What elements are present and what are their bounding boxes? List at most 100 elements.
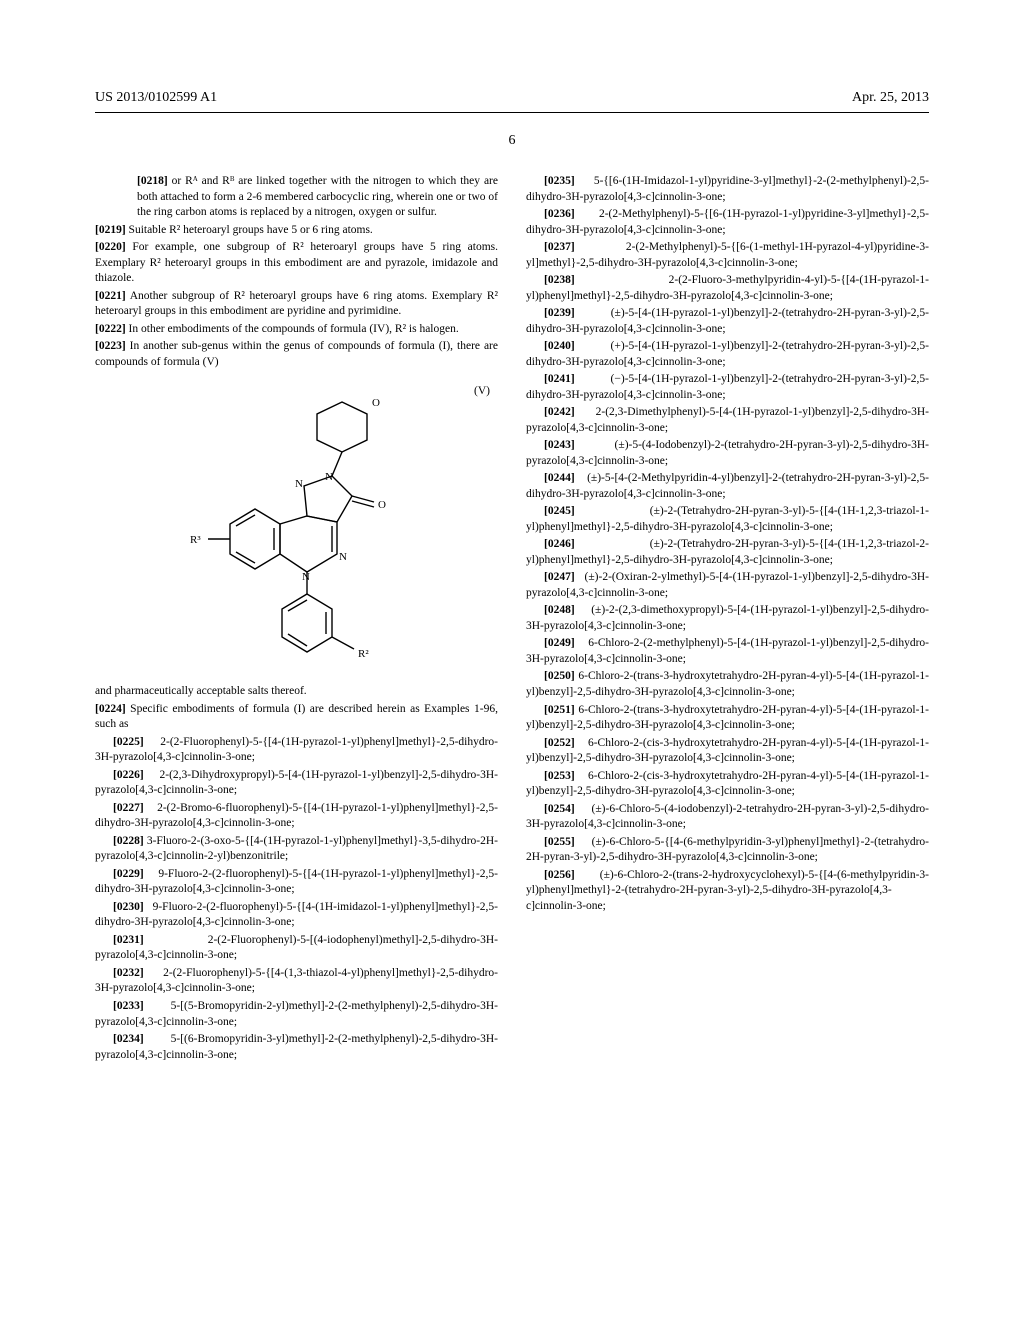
- para-num: [0248]: [544, 604, 575, 616]
- para-text: (±)-2-(2,3-dimethoxypropyl)-5-[4-(1H-pyr…: [526, 604, 929, 632]
- para-text: (±)-2-(Tetrahydro-2H-pyran-3-yl)-5-{[4-(…: [526, 538, 929, 566]
- para-0254: [0254] (±)-6-Chloro-5-(4-iodobenzyl)-2-t…: [526, 802, 929, 833]
- para-num: [0228]: [113, 835, 144, 847]
- para-0222: [0222] In other embodiments of the compo…: [95, 322, 498, 338]
- para-text: 2-(2-Bromo-6-fluorophenyl)-5-{[4-(1H-pyr…: [95, 802, 498, 830]
- header: US 2013/0102599 A1 Apr. 25, 2013: [0, 0, 1024, 106]
- para-0229: [0229] 9-Fluoro-2-(2-fluorophenyl)-5-{[4…: [95, 867, 498, 898]
- para-num: [0253]: [544, 770, 575, 782]
- para-text: 6-Chloro-2-(trans-3-hydroxytetrahydro-2H…: [526, 670, 929, 698]
- label-r2: R²: [358, 648, 369, 660]
- para-0248: [0248] (±)-2-(2,3-dimethoxypropyl)-5-[4-…: [526, 603, 929, 634]
- para-text: (±)-2-(Tetrahydro-2H-pyran-3-yl)-5-{[4-(…: [526, 505, 929, 533]
- label-n: N: [302, 571, 310, 583]
- para-text: Another subgroup of R² heteroaryl groups…: [95, 290, 498, 318]
- para-num: [0219]: [95, 224, 126, 236]
- para-num: [0237]: [544, 241, 575, 253]
- para-0220: [0220] For example, one subgroup of R² h…: [95, 240, 498, 287]
- para-text: 3-Fluoro-2-(3-oxo-5-{[4-(1H-pyrazol-1-yl…: [95, 835, 498, 863]
- para-text: 6-Chloro-2-(2-methylphenyl)-5-[4-(1H-pyr…: [526, 637, 929, 665]
- label-o-ketone: O: [378, 499, 386, 511]
- para-0244: [0244] (±)-5-[4-(2-Methylpyridin-4-yl)be…: [526, 471, 929, 502]
- para-text: 2-(2-Methylphenyl)-5-{[6-(1H-pyrazol-1-y…: [526, 208, 929, 236]
- para-0250: [0250] 6-Chloro-2-(trans-3-hydroxytetrah…: [526, 669, 929, 700]
- label-o-top: O: [372, 397, 380, 409]
- para-num: [0226]: [113, 769, 144, 781]
- para-num: [0233]: [113, 1000, 144, 1012]
- chemical-structure-icon: O O N N N N R³ R²: [182, 384, 412, 674]
- para-text: (±)-6-Chloro-5-{[4-(6-methylpyridin-3-yl…: [526, 836, 929, 864]
- para-num: [0223]: [95, 340, 126, 352]
- header-rule: [95, 112, 929, 113]
- para-0227: [0227] 2-(2-Bromo-6-fluorophenyl)-5-{[4-…: [95, 801, 498, 832]
- para-0247: [0247] (±)-2-(Oxiran-2-ylmethyl)-5-[4-(1…: [526, 570, 929, 601]
- para-text: 6-Chloro-2-(trans-3-hydroxytetrahydro-2H…: [526, 704, 929, 732]
- para-0255: [0255] (±)-6-Chloro-5-{[4-(6-methylpyrid…: [526, 835, 929, 866]
- para-num: [0256]: [544, 869, 575, 881]
- para-num: [0224]: [95, 703, 126, 715]
- para-num: [0222]: [95, 323, 126, 335]
- para-0256: [0256] (±)-6-Chloro-2-(trans-2-hydroxycy…: [526, 868, 929, 915]
- para-0226: [0226] 2-(2,3-Dihydroxypropyl)-5-[4-(1H-…: [95, 768, 498, 799]
- para-num: [0236]: [544, 208, 575, 220]
- para-num: [0231]: [113, 934, 144, 946]
- para-num: [0234]: [113, 1033, 144, 1045]
- two-column-body: [0218] or Rᴬ and Rᴮ are linked together …: [0, 149, 1024, 1065]
- para-text: (±)-2-(Oxiran-2-ylmethyl)-5-[4-(1H-pyraz…: [526, 571, 929, 599]
- para-num: [0218]: [137, 175, 168, 187]
- para-0238: [0238] 2-(2-Fluoro-3-methylpyridin-4-yl)…: [526, 273, 929, 304]
- para-0253: [0253] 6-Chloro-2-(cis-3-hydroxytetrahyd…: [526, 769, 929, 800]
- para-num: [0229]: [113, 868, 144, 880]
- para-text: 2-(2-Fluorophenyl)-5-[(4-iodophenyl)meth…: [95, 934, 498, 962]
- para-0246: [0246] (±)-2-(Tetrahydro-2H-pyran-3-yl)-…: [526, 537, 929, 568]
- patent-number: US 2013/0102599 A1: [95, 90, 217, 106]
- post-formula-line: and pharmaceutically acceptable salts th…: [95, 684, 498, 700]
- para-0245: [0245] (±)-2-(Tetrahydro-2H-pyran-3-yl)-…: [526, 504, 929, 535]
- para-num: [0244]: [544, 472, 575, 484]
- para-text: 6-Chloro-2-(cis-3-hydroxytetrahydro-2H-p…: [526, 770, 929, 798]
- para-num: [0241]: [544, 373, 575, 385]
- right-column: [0235] 5-{[6-(1H-Imidazol-1-yl)pyridine-…: [526, 174, 929, 1065]
- publication-date: Apr. 25, 2013: [852, 90, 929, 106]
- para-num: [0252]: [544, 737, 575, 749]
- label-n: N: [295, 478, 303, 490]
- para-text: Specific embodiments of formula (I) are …: [95, 703, 498, 731]
- para-0243: [0243] (±)-5-(4-Iodobenzyl)-2-(tetrahydr…: [526, 438, 929, 469]
- para-0252: [0252] 6-Chloro-2-(cis-3-hydroxytetrahyd…: [526, 736, 929, 767]
- formula-v: (V): [95, 384, 498, 674]
- para-0241: [0241] (−)-5-[4-(1H-pyrazol-1-yl)benzyl]…: [526, 372, 929, 403]
- para-0242: [0242] 2-(2,3-Dimethylphenyl)-5-[4-(1H-p…: [526, 405, 929, 436]
- para-num: [0254]: [544, 803, 575, 815]
- para-0219: [0219] Suitable R² heteroaryl groups hav…: [95, 223, 498, 239]
- para-num: [0220]: [95, 241, 126, 253]
- para-num: [0245]: [544, 505, 575, 517]
- para-num: [0227]: [113, 802, 144, 814]
- left-column: [0218] or Rᴬ and Rᴮ are linked together …: [95, 174, 498, 1065]
- para-text: (−)-5-[4-(1H-pyrazol-1-yl)benzyl]-2-(tet…: [526, 373, 929, 401]
- formula-label: (V): [474, 384, 490, 400]
- para-text: 9-Fluoro-2-(2-fluorophenyl)-5-{[4-(1H-py…: [95, 868, 498, 896]
- label-n: N: [325, 471, 333, 483]
- para-text: For example, one subgroup of R² heteroar…: [95, 241, 498, 284]
- para-num: [0249]: [544, 637, 575, 649]
- para-text: In other embodiments of the compounds of…: [129, 323, 459, 335]
- para-0218: [0218] or Rᴬ and Rᴮ are linked together …: [95, 174, 498, 221]
- para-num: [0221]: [95, 290, 126, 302]
- para-text: (±)-6-Chloro-2-(trans-2-hydroxycyclohexy…: [526, 869, 929, 912]
- para-num: [0232]: [113, 967, 144, 979]
- para-text: 5-[(6-Bromopyridin-3-yl)methyl]-2-(2-met…: [95, 1033, 498, 1061]
- page-number: 6: [0, 133, 1024, 149]
- para-text: 2-(2,3-Dimethylphenyl)-5-[4-(1H-pyrazol-…: [526, 406, 929, 434]
- para-num: [0247]: [544, 571, 575, 583]
- para-text: (+)-5-[4-(1H-pyrazol-1-yl)benzyl]-2-(tet…: [526, 340, 929, 368]
- para-0228: [0228] 3-Fluoro-2-(3-oxo-5-{[4-(1H-pyraz…: [95, 834, 498, 865]
- para-0230: [0230] 9-Fluoro-2-(2-fluorophenyl)-5-{[4…: [95, 900, 498, 931]
- para-num: [0242]: [544, 406, 575, 418]
- para-text: Suitable R² heteroaryl groups have 5 or …: [129, 224, 373, 236]
- para-text: 2-(2,3-Dihydroxypropyl)-5-[4-(1H-pyrazol…: [95, 769, 498, 797]
- para-text: (±)-5-[4-(1H-pyrazol-1-yl)benzyl]-2-(tet…: [526, 307, 929, 335]
- para-text: 2-(2-Methylphenyl)-5-{[6-(1-methyl-1H-py…: [526, 241, 929, 269]
- para-0232: [0232] 2-(2-Fluorophenyl)-5-{[4-(1,3-thi…: [95, 966, 498, 997]
- para-0239: [0239] (±)-5-[4-(1H-pyrazol-1-yl)benzyl]…: [526, 306, 929, 337]
- para-num: [0240]: [544, 340, 575, 352]
